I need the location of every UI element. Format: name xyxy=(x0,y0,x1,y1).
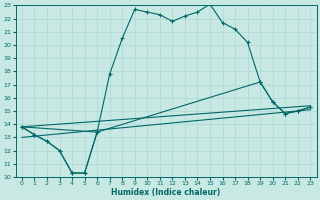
X-axis label: Humidex (Indice chaleur): Humidex (Indice chaleur) xyxy=(111,188,221,197)
